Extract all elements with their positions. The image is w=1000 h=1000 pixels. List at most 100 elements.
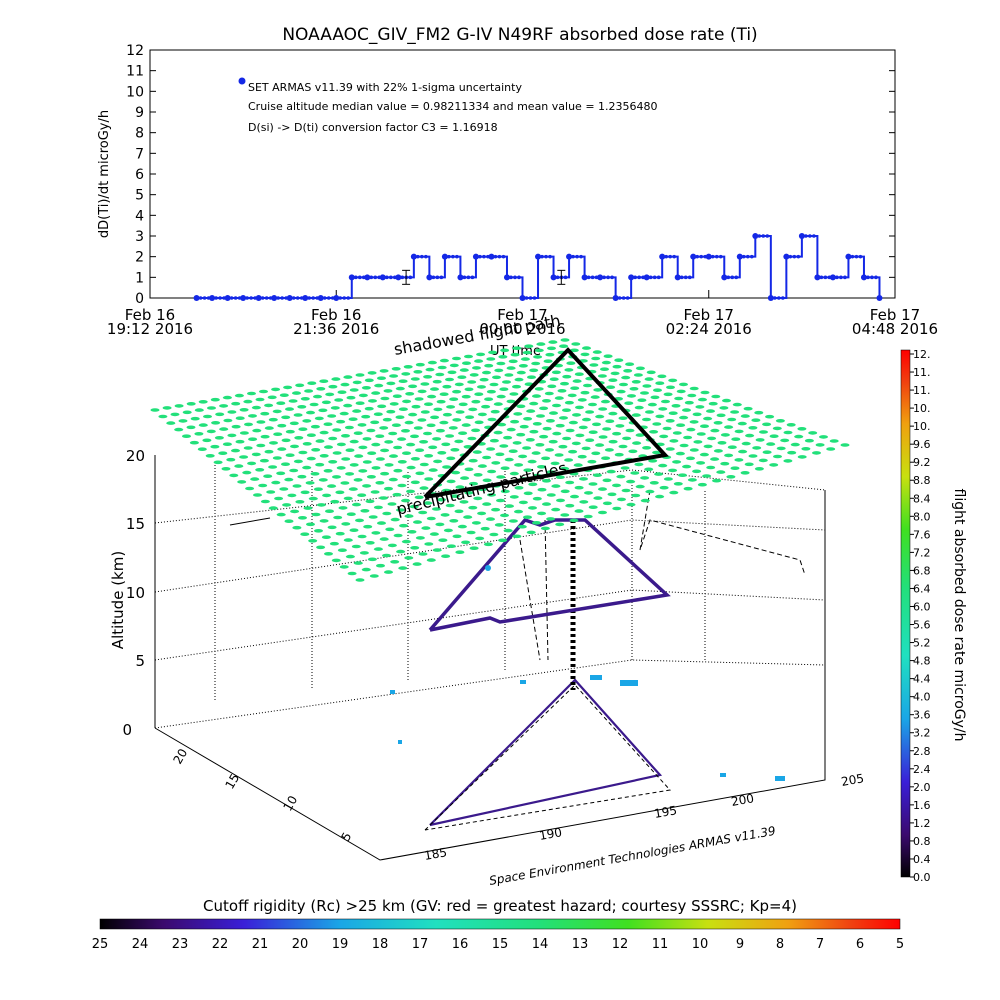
particle-dot xyxy=(290,444,299,449)
particle-dot xyxy=(306,410,315,415)
particle-dot xyxy=(679,415,689,420)
particle-dot xyxy=(313,487,323,492)
particle-dot xyxy=(398,407,408,412)
particle-dot xyxy=(446,456,456,461)
particle-dot xyxy=(582,346,591,350)
colorbar-tick-label: 0.0 xyxy=(913,871,931,884)
particle-dot xyxy=(659,485,669,490)
particle-dot xyxy=(336,442,346,447)
particle-dot xyxy=(592,350,602,354)
series-point xyxy=(493,254,498,259)
series-point xyxy=(606,275,610,280)
particle-dot xyxy=(281,462,290,467)
particle-dot xyxy=(673,482,683,486)
series-point xyxy=(455,254,459,259)
particle-dot xyxy=(551,507,561,512)
colorbar-tick-label: 3.6 xyxy=(913,709,931,722)
colorbar-tick-label: 9.2 xyxy=(913,456,931,469)
particle-dot xyxy=(437,365,447,370)
series-point xyxy=(714,254,719,259)
particle-dot xyxy=(311,448,321,452)
particle-dot xyxy=(532,394,541,398)
particle-dot xyxy=(355,578,365,582)
particle-dot xyxy=(565,480,575,485)
series-point xyxy=(652,275,657,280)
series-point xyxy=(364,274,371,281)
front-floor-edge xyxy=(154,665,826,861)
particle-dot xyxy=(401,429,410,433)
particle-dot xyxy=(430,387,439,391)
particle-dot xyxy=(253,493,262,497)
particle-dot xyxy=(548,340,558,344)
series-point xyxy=(342,296,347,300)
series-point xyxy=(792,254,797,259)
particle-dot xyxy=(361,414,371,419)
particle-dot xyxy=(451,470,461,475)
particle-dot xyxy=(518,454,528,459)
particle-dot xyxy=(352,380,362,385)
series-point xyxy=(612,295,619,301)
series-point xyxy=(843,275,847,280)
particle-dot xyxy=(542,426,552,431)
particle-dot xyxy=(428,468,438,472)
particle-dot xyxy=(287,493,297,498)
particle-dot xyxy=(590,395,600,399)
series-point xyxy=(353,275,358,280)
particle-dot xyxy=(591,356,601,361)
particle-dot xyxy=(461,394,471,399)
legend-line-3: D(si) -> D(ti) conversion factor C3 = 1.… xyxy=(248,121,498,134)
series-point xyxy=(426,274,433,281)
series-point xyxy=(823,275,828,280)
particle-dot xyxy=(474,420,484,425)
particle-dot xyxy=(443,528,453,533)
particle-dot xyxy=(454,382,464,387)
particle-dot xyxy=(574,509,584,513)
particle-dot xyxy=(487,469,497,474)
particle-dot xyxy=(361,567,371,572)
particle-dot xyxy=(606,385,616,390)
particle-dot xyxy=(404,514,414,518)
series-point xyxy=(773,296,777,300)
particle-dot xyxy=(588,430,598,435)
particle-dot xyxy=(219,404,229,408)
particle-dot xyxy=(316,387,326,391)
particle-dot xyxy=(696,461,706,465)
particle-dot xyxy=(239,408,249,412)
particle-dot xyxy=(648,459,658,463)
series-point xyxy=(586,275,591,280)
particle-dot xyxy=(510,419,520,424)
particle-dot xyxy=(298,516,307,520)
particle-dot xyxy=(426,516,436,521)
particle-dot xyxy=(509,495,519,499)
particle-dot xyxy=(207,406,216,410)
series-point xyxy=(548,254,552,259)
particle-dot xyxy=(555,522,565,527)
particle-dot xyxy=(481,404,491,409)
series-point xyxy=(389,275,393,280)
particle-dot xyxy=(423,375,433,379)
particle-dot xyxy=(272,409,282,414)
series-point xyxy=(202,296,207,300)
particle-dot xyxy=(551,484,561,488)
particle-dot xyxy=(564,458,574,462)
particle-dot xyxy=(539,406,549,411)
particle-dot xyxy=(370,490,380,494)
particle-dot xyxy=(235,416,245,421)
particle-dot xyxy=(619,382,628,387)
particle-dot xyxy=(783,430,793,435)
series-point xyxy=(777,296,781,300)
particle-dot xyxy=(354,454,364,458)
colorbar-tick-label: 8.8 xyxy=(913,474,931,487)
lon-tick-205: 205 xyxy=(840,771,865,789)
colorbar-tick-label: 6.0 xyxy=(913,600,931,613)
particle-dot xyxy=(555,423,565,428)
particle-dot xyxy=(393,468,403,473)
particle-dot xyxy=(446,544,456,548)
particle-dot xyxy=(260,434,270,439)
particle-dot xyxy=(328,460,338,464)
particle-dot xyxy=(331,558,341,563)
particle-dot xyxy=(279,393,289,398)
particle-dot xyxy=(512,441,522,445)
series-point xyxy=(439,275,444,280)
particle-dot xyxy=(476,352,486,357)
